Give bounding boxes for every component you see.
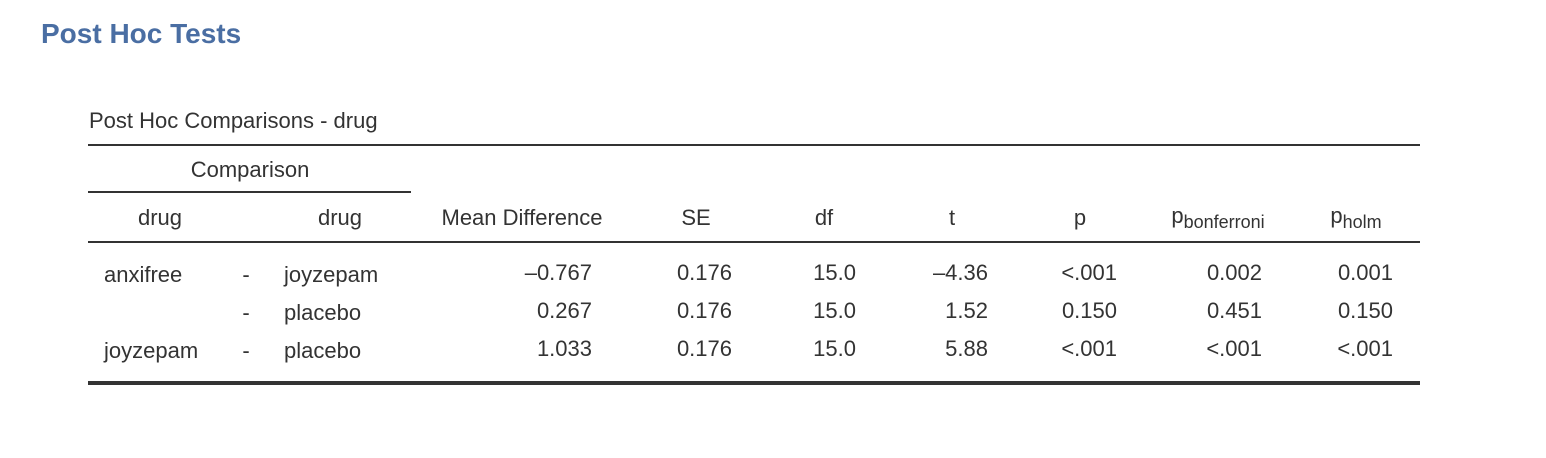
p-holm-subscript: holm (1342, 212, 1382, 232)
table-top-rule (88, 144, 1420, 146)
row-1-t: –4.36 (932, 260, 988, 285)
row-2-se: 0.176 (676, 298, 732, 323)
col-header-df: df (814, 205, 834, 230)
row-1-p: <.001 (1061, 260, 1117, 285)
row-1-drug-2: joyzepam (284, 262, 379, 287)
row-2-drug-2: placebo (284, 300, 362, 325)
row-2-t: 1.52 (945, 298, 988, 323)
p-holm-main: p (1330, 203, 1343, 228)
col-header-drug-1: drug (137, 205, 183, 230)
row-1-mean-difference: –0.767 (524, 260, 592, 285)
col-header-drug-2: drug (317, 205, 363, 230)
row-3-mean-difference: 1.033 (536, 336, 592, 361)
table-title: Post Hoc Comparisons - drug (89, 108, 378, 133)
row-3-df: 15.0 (813, 336, 856, 361)
row-2-df: 15.0 (813, 298, 856, 323)
comparison-group-header: Comparison (190, 157, 310, 182)
col-header-mean-difference: Mean Difference (441, 205, 603, 230)
col-header-t: t (948, 205, 956, 230)
row-2-p-bonferroni: 0.451 (1206, 298, 1262, 323)
row-1-p-holm: 0.001 (1337, 260, 1393, 285)
row-3-separator: - (242, 338, 250, 363)
row-3-p: <.001 (1061, 336, 1117, 361)
row-2-mean-difference: 0.267 (536, 298, 592, 323)
row-3-drug-1: joyzepam (104, 338, 199, 363)
p-bonferroni-main: p (1171, 203, 1184, 228)
row-1-p-bonferroni: 0.002 (1206, 260, 1262, 285)
row-2-p: 0.150 (1061, 298, 1117, 323)
header-bottom-rule (88, 241, 1420, 243)
row-3-drug-2: placebo (284, 338, 362, 363)
row-3-se: 0.176 (676, 336, 732, 361)
col-header-p-holm: pholm (1330, 203, 1382, 232)
p-bonferroni-subscript: bonferroni (1183, 212, 1265, 232)
comparison-group-rule (88, 191, 411, 193)
row-3-p-bonferroni: <.001 (1206, 336, 1262, 361)
row-3-p-holm: <.001 (1337, 336, 1393, 361)
row-3-t: 5.88 (945, 336, 988, 361)
row-1-drug-1: anxifree (104, 262, 183, 287)
col-header-p: p (1073, 205, 1087, 230)
row-1-se: 0.176 (676, 260, 732, 285)
table-bottom-rule (88, 381, 1420, 385)
section-title: Post Hoc Tests (41, 18, 242, 49)
row-2-separator: - (242, 300, 250, 325)
row-1-separator: - (242, 262, 250, 287)
col-header-p-bonferroni: pbonferroni (1171, 203, 1265, 232)
col-header-se: SE (681, 205, 711, 230)
row-2-p-holm: 0.150 (1337, 298, 1393, 323)
row-1-df: 15.0 (813, 260, 856, 285)
